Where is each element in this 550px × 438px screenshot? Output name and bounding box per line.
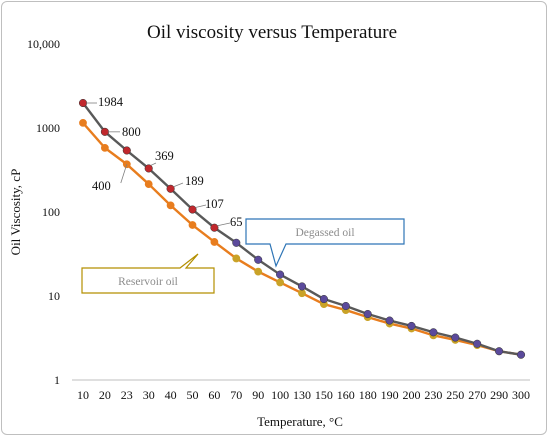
reservoir-oil-point — [79, 119, 87, 127]
y-tick-label: 100 — [42, 205, 60, 219]
x-tick-label: 190 — [381, 388, 399, 402]
degassed-oil-point — [297, 282, 307, 291]
y-tick-label: 10,000 — [27, 37, 60, 51]
data-label: 1984 — [98, 95, 124, 109]
degassed-oil-point — [254, 255, 263, 264]
degassed-oil-point — [232, 238, 241, 247]
x-tick-label: 90 — [252, 388, 264, 402]
x-tick-label: 40 — [165, 388, 177, 402]
degassed-oil-point — [78, 98, 88, 108]
x-axis-label: Temperature, °C — [257, 414, 343, 429]
degassed-oil-point — [451, 333, 460, 342]
degassed-oil-point — [122, 146, 131, 155]
y-axis-label: Oil Viscosity, cP — [8, 169, 23, 256]
x-tick-label: 50 — [187, 388, 199, 402]
degassed-oil-point — [385, 316, 394, 325]
chart-title: Oil viscosity versus Temperature — [147, 22, 397, 43]
x-tick-label: 230 — [424, 388, 442, 402]
x-tick-label: 20 — [99, 388, 111, 402]
reservoir-oil-point — [101, 143, 109, 152]
callout-reservoir-oil: Reservoir oil — [81, 253, 215, 294]
degassed-oil-point — [166, 184, 175, 193]
data-label-leader — [217, 222, 231, 227]
degassed-oil-point — [276, 270, 285, 279]
x-tick-label: 160 — [337, 388, 355, 402]
degassed-oil-point — [341, 301, 350, 311]
degassed-oil-point — [144, 164, 153, 173]
data-label-leader — [120, 164, 128, 184]
degassed-oil-point — [319, 294, 328, 304]
x-tick-label: 200 — [403, 388, 421, 402]
callout-degassed-oil-text: Degassed oil — [295, 227, 354, 239]
callout-reservoir-oil-text: Reservoir oil — [118, 276, 178, 288]
callout-reservoir-oil-shape — [81, 253, 215, 294]
data-label-leader — [173, 182, 184, 188]
x-tick-label: 100 — [271, 388, 289, 402]
reservoir-oil-point — [232, 254, 241, 263]
degassed-oil-point — [188, 205, 197, 214]
reservoir-oil-point — [254, 267, 263, 276]
degassed-oil-point — [210, 223, 219, 232]
callout-degassed-oil-shape — [245, 218, 405, 268]
x-tick-label: 10 — [77, 388, 89, 402]
data-label: 400 — [92, 179, 111, 193]
x-tick-label: 270 — [468, 388, 486, 402]
x-tick-label: 60 — [208, 388, 220, 402]
y-tick-label: 1 — [54, 373, 60, 387]
data-label: 369 — [155, 149, 174, 163]
y-tick-label: 10 — [48, 289, 60, 303]
data-label-leader — [150, 162, 157, 166]
reservoir-oil-point — [276, 278, 284, 287]
x-tick-label: 70 — [230, 388, 242, 402]
callout-degassed-oil: Degassed oil — [245, 218, 405, 268]
data-label: 800 — [122, 125, 141, 139]
y-tick-label: 1000 — [36, 121, 60, 135]
reservoir-oil-point — [188, 221, 197, 229]
x-tick-label: 150 — [315, 388, 333, 402]
x-tick-label: 180 — [359, 388, 377, 402]
x-tick-label: 23 — [121, 388, 133, 402]
degassed-oil-point — [495, 347, 504, 356]
degassed-oil-point — [100, 127, 109, 136]
degassed-oil-point — [516, 350, 526, 359]
reservoir-oil-point — [144, 180, 153, 188]
reservoir-oil-point — [210, 238, 219, 246]
x-tick-label: 300 — [512, 388, 530, 402]
x-tick-label: 30 — [143, 388, 155, 402]
degassed-oil-point — [429, 328, 438, 337]
data-label: 189 — [185, 174, 204, 188]
x-tick-label: 290 — [490, 388, 508, 402]
degassed-oil-point — [363, 309, 372, 319]
data-label: 107 — [205, 197, 224, 211]
degassed-oil-point — [407, 321, 416, 330]
degassed-oil-point — [473, 339, 482, 348]
data-label-leader — [195, 204, 207, 208]
x-tick-label: 250 — [446, 388, 464, 402]
reservoir-oil-point — [166, 201, 175, 210]
reservoir-oil-point — [298, 289, 306, 298]
data-label: 65 — [230, 215, 243, 229]
x-tick-label: 130 — [293, 388, 311, 402]
